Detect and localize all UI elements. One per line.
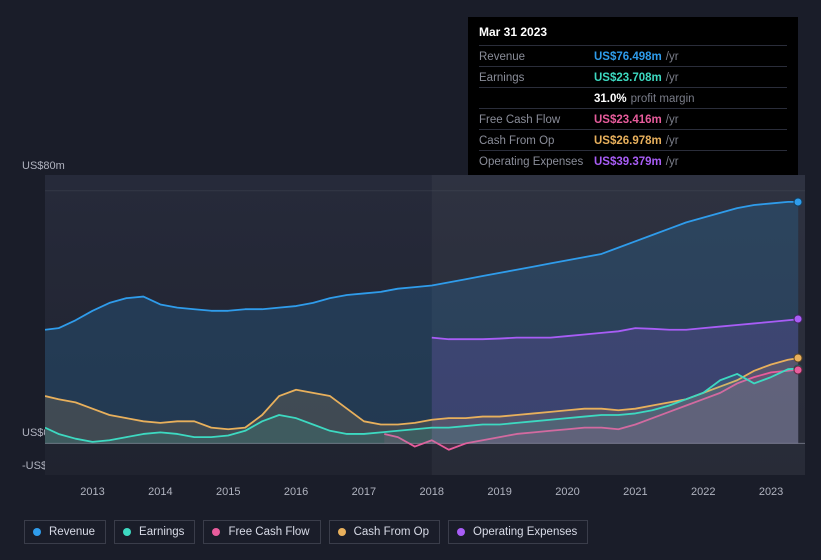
tooltip-row-value: US$26.978m [594, 135, 662, 147]
x-tick-label: 2017 [352, 486, 376, 498]
legend-item-operating_expenses[interactable]: Operating Expenses [448, 520, 588, 544]
x-tick-label: 2019 [487, 486, 511, 498]
series-marker-free_cash_flow [794, 365, 803, 374]
tooltip-row-label: Earnings [479, 70, 594, 86]
legend-item-label: Cash From Op [354, 526, 429, 538]
x-tick-label: 2023 [759, 486, 783, 498]
legend-dot-icon [338, 528, 346, 536]
tooltip-row-unit: /yr [666, 51, 679, 63]
tooltip-row-label: Free Cash Flow [479, 112, 594, 128]
legend-item-label: Free Cash Flow [228, 526, 309, 538]
x-tick-label: 2020 [555, 486, 579, 498]
tooltip-box: Mar 31 2023 RevenueUS$76.498m/yrEarnings… [468, 17, 798, 180]
legend-item-label: Earnings [139, 526, 184, 538]
tooltip-row-unit: /yr [666, 135, 679, 147]
legend-dot-icon [123, 528, 131, 536]
legend: Revenue Earnings Free Cash Flow Cash From O… [24, 520, 588, 544]
series-marker-operating_expenses [794, 315, 803, 324]
series-marker-revenue [794, 197, 803, 206]
tooltip-row: RevenueUS$76.498m/yr [479, 45, 787, 66]
tooltip-row-value-wrap: 31.0% profit margin [594, 90, 695, 107]
legend-item-revenue[interactable]: Revenue [24, 520, 106, 544]
tooltip-row-value-wrap: US$76.498m/yr [594, 48, 679, 65]
tooltip-row-label: Revenue [479, 49, 594, 65]
tooltip-row-value: 31.0% [594, 93, 627, 105]
chart-container: Mar 31 2023 RevenueUS$76.498m/yrEarnings… [0, 0, 821, 560]
legend-item-earnings[interactable]: Earnings [114, 520, 195, 544]
tooltip-row: Operating ExpensesUS$39.379m/yr [479, 150, 787, 171]
tooltip-rows: RevenueUS$76.498m/yrEarningsUS$23.708m/y… [479, 45, 787, 172]
series-marker-cash_from_op [794, 354, 803, 363]
x-tick-label: 2021 [623, 486, 647, 498]
x-tick-label: 2015 [216, 486, 240, 498]
x-tick-label: 2014 [148, 486, 172, 498]
plot-area[interactable] [45, 175, 805, 475]
tooltip-row-value: US$23.416m [594, 114, 662, 126]
tooltip-row-value: US$76.498m [594, 51, 662, 63]
tooltip-row-value: US$23.708m [594, 72, 662, 84]
tooltip-row: Free Cash FlowUS$23.416m/yr [479, 108, 787, 129]
tooltip-row-unit: profit margin [631, 93, 695, 105]
tooltip-row-unit: /yr [666, 114, 679, 126]
tooltip-row: 31.0% profit margin [479, 87, 787, 108]
tooltip-row-unit: /yr [666, 72, 679, 84]
tooltip-row-value-wrap: US$39.379m/yr [594, 153, 679, 170]
tooltip-row: Cash From OpUS$26.978m/yr [479, 129, 787, 150]
legend-item-free_cash_flow[interactable]: Free Cash Flow [203, 520, 320, 544]
tooltip-title: Mar 31 2023 [479, 24, 787, 41]
x-tick-label: 2018 [420, 486, 444, 498]
tooltip-row-label: Cash From Op [479, 133, 594, 149]
legend-dot-icon [33, 528, 41, 536]
x-tick-label: 2016 [284, 486, 308, 498]
tooltip-row-value: US$39.379m [594, 156, 662, 168]
legend-item-label: Revenue [49, 526, 95, 538]
x-tick-label: 2013 [80, 486, 104, 498]
tooltip-row-unit: /yr [666, 156, 679, 168]
tooltip-row-value-wrap: US$26.978m/yr [594, 132, 679, 149]
x-tick-label: 2022 [691, 486, 715, 498]
legend-dot-icon [457, 528, 465, 536]
legend-item-label: Operating Expenses [473, 526, 577, 538]
tooltip-row-value-wrap: US$23.416m/yr [594, 111, 679, 128]
tooltip-row: EarningsUS$23.708m/yr [479, 66, 787, 87]
tooltip-row-value-wrap: US$23.708m/yr [594, 69, 679, 86]
legend-dot-icon [212, 528, 220, 536]
y-tick-label: US$80m [22, 160, 65, 172]
legend-item-cash_from_op[interactable]: Cash From Op [329, 520, 440, 544]
tooltip-row-label: Operating Expenses [479, 154, 594, 170]
